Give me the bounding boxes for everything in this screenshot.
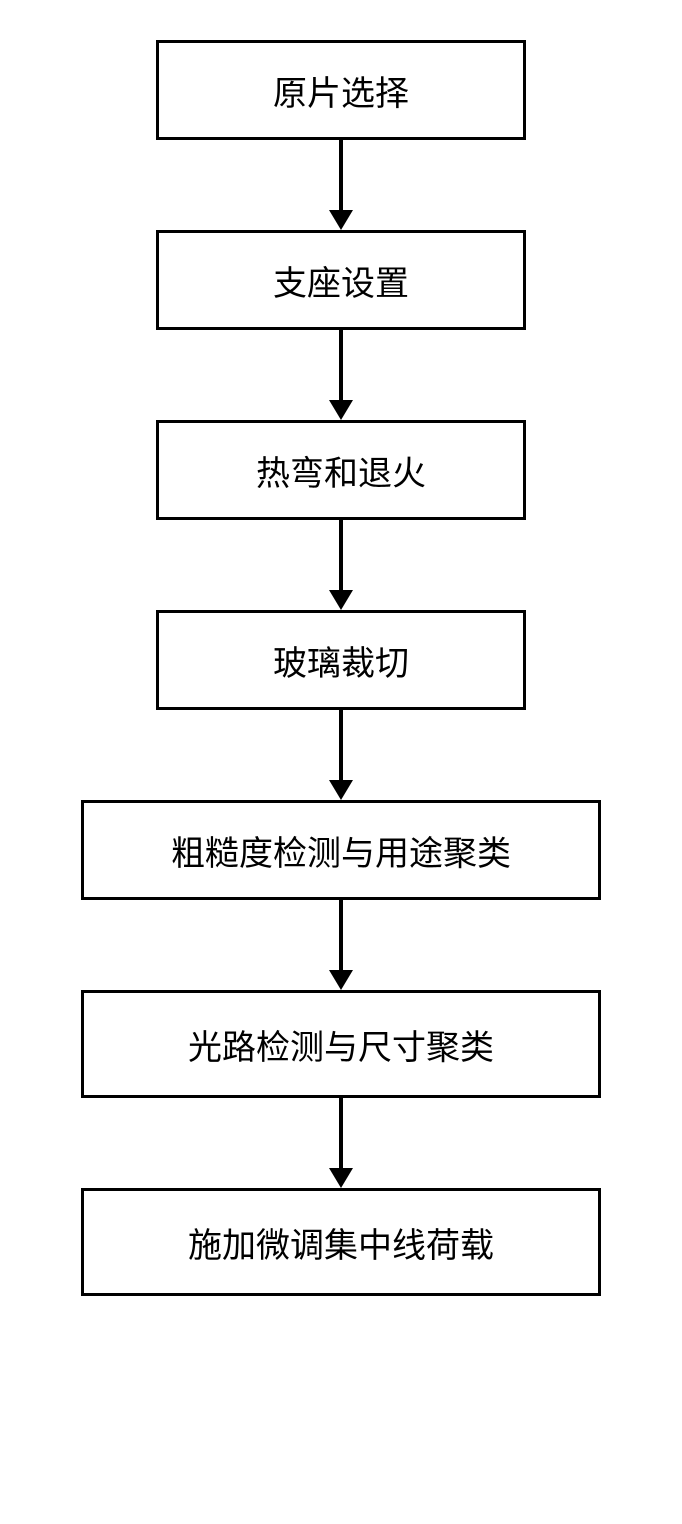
arrow-line xyxy=(339,330,343,400)
arrow-line xyxy=(339,1098,343,1168)
flowchart-node-label: 粗糙度检测与用途聚类 xyxy=(171,826,511,875)
flowchart-arrow xyxy=(329,520,353,610)
flowchart-node: 施加微调集中线荷载 xyxy=(81,1188,601,1296)
flowchart-node: 原片选择 xyxy=(156,40,526,140)
flowchart-container: 原片选择支座设置热弯和退火玻璃裁切粗糙度检测与用途聚类光路检测与尺寸聚类施加微调… xyxy=(0,0,682,1336)
flowchart-node-label: 施加微调集中线荷载 xyxy=(188,1218,494,1267)
arrow-head-icon xyxy=(329,1168,353,1188)
flowchart-arrow xyxy=(329,1098,353,1188)
flowchart-arrow xyxy=(329,710,353,800)
flowchart-arrow xyxy=(329,900,353,990)
flowchart-node: 热弯和退火 xyxy=(156,420,526,520)
arrow-head-icon xyxy=(329,970,353,990)
flowchart-node-label: 原片选择 xyxy=(273,66,409,115)
arrow-head-icon xyxy=(329,210,353,230)
arrow-line xyxy=(339,140,343,210)
arrow-head-icon xyxy=(329,400,353,420)
flowchart-node-label: 玻璃裁切 xyxy=(273,636,409,685)
flowchart-node-label: 支座设置 xyxy=(273,256,409,305)
flowchart-node: 光路检测与尺寸聚类 xyxy=(81,990,601,1098)
arrow-head-icon xyxy=(329,780,353,800)
flowchart-node: 粗糙度检测与用途聚类 xyxy=(81,800,601,900)
flowchart-node-label: 热弯和退火 xyxy=(256,446,426,495)
arrow-head-icon xyxy=(329,590,353,610)
flowchart-arrow xyxy=(329,140,353,230)
arrow-line xyxy=(339,710,343,780)
flowchart-arrow xyxy=(329,330,353,420)
flowchart-node: 支座设置 xyxy=(156,230,526,330)
arrow-line xyxy=(339,520,343,590)
arrow-line xyxy=(339,900,343,970)
flowchart-node-label: 光路检测与尺寸聚类 xyxy=(188,1020,494,1069)
flowchart-node: 玻璃裁切 xyxy=(156,610,526,710)
